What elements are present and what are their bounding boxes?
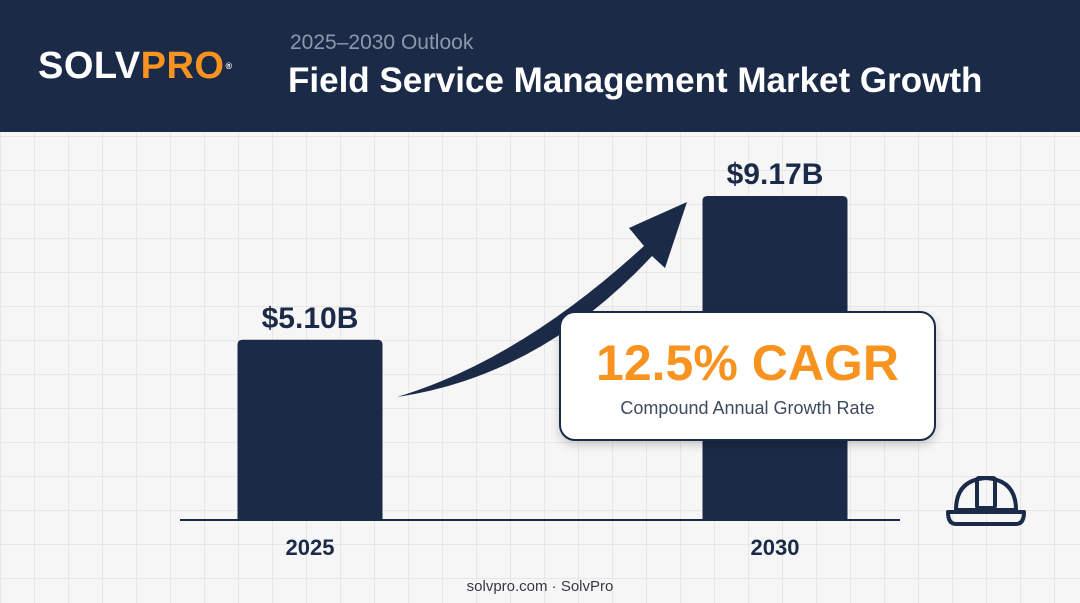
bar-value-label: $9.17B — [727, 158, 824, 191]
footer-text: solvpro.com · SolvPro — [466, 578, 614, 595]
header-banner: SOLVPRO® 2025–2030 Outlook Field Service… — [0, 0, 1080, 132]
bar-2025 — [237, 339, 383, 520]
page-title: Field Service Management Market Growth — [288, 61, 983, 100]
brand-logo-part2: PRO — [140, 45, 225, 87]
x-tick-label: 2030 — [751, 535, 800, 560]
cagr-label: Compound Annual Growth Rate — [620, 398, 875, 418]
growth-arrow-icon — [397, 202, 687, 397]
cagr-callout: 12.5% CAGR Compound Annual Growth Rate — [559, 311, 936, 441]
cagr-value: 12.5% CAGR — [596, 335, 899, 391]
registered-mark: ® — [225, 61, 233, 71]
brand-logo: SOLVPRO® — [38, 46, 233, 86]
brand-logo-part1: SOLV — [38, 45, 141, 87]
bar-value-label: $5.10B — [262, 302, 359, 335]
hard-hat-icon — [946, 476, 1026, 526]
x-tick-label: 2025 — [286, 535, 335, 560]
page-subtitle: 2025–2030 Outlook — [290, 31, 474, 54]
